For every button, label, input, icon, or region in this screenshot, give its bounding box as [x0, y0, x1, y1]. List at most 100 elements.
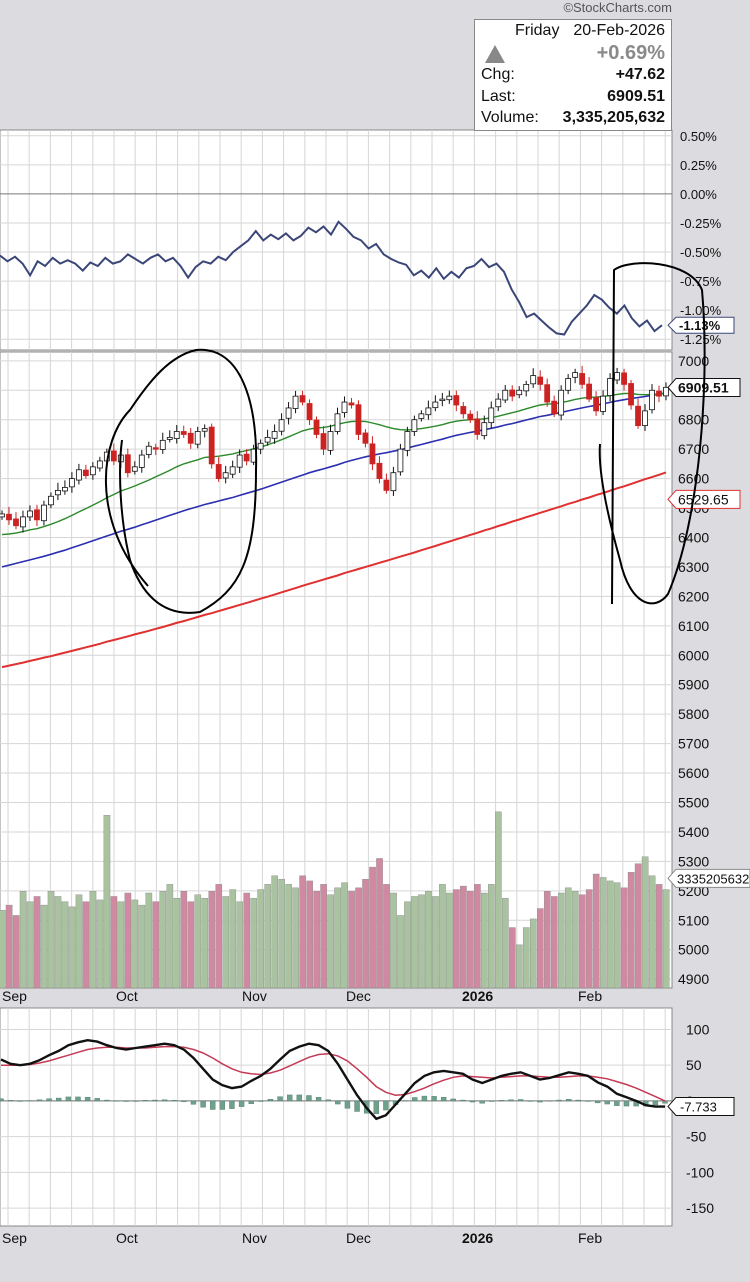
macd-histogram-bar [210, 1100, 216, 1110]
price-y-tick-label: 6200 [678, 588, 709, 604]
macd-x-tick-label: Feb [578, 1230, 602, 1246]
candle-body [460, 406, 467, 415]
macd-x-tick-label: Nov [242, 1230, 267, 1246]
macd-histogram-bar [152, 1099, 158, 1102]
volume-bar [439, 884, 446, 989]
candle-body [656, 390, 662, 397]
candle-body [222, 472, 229, 479]
macd-histogram-bar [190, 1100, 197, 1105]
volume-bar [348, 891, 355, 989]
volume-bar [564, 887, 572, 989]
candle-body [89, 466, 96, 476]
macd-histogram-bar [315, 1097, 322, 1102]
macd-histogram-bar [46, 1098, 52, 1102]
candle-body [607, 378, 613, 396]
relative-performance-line [0, 220, 663, 336]
candle-body [334, 413, 341, 432]
candle-body [159, 439, 166, 450]
volume-bar [117, 901, 125, 989]
macd-histogram-bar [527, 1100, 533, 1102]
volume-bar [557, 892, 565, 989]
candle-body [600, 395, 606, 412]
candle-body [390, 472, 397, 492]
sma-price-tag [667, 489, 741, 509]
volume-bar [187, 901, 195, 989]
candle-body [166, 436, 173, 440]
candle-body [145, 445, 152, 455]
macd-histogram-bar [219, 1100, 226, 1110]
macd-histogram-bar [84, 1097, 91, 1102]
candle-body [41, 504, 47, 522]
candle-body [236, 454, 243, 468]
macd-histogram-bar [296, 1094, 303, 1102]
candle-body [530, 375, 537, 385]
quote-date: 20-Feb-2026 [573, 22, 665, 39]
candle-body [271, 431, 278, 439]
candle-body [642, 410, 648, 427]
volume-bar [54, 896, 62, 989]
chg-value: +47.62 [615, 66, 665, 83]
candle-body [369, 443, 376, 465]
candle-body [488, 407, 495, 424]
macd-histogram-bar [354, 1100, 360, 1112]
macd-histogram-bar [383, 1100, 389, 1111]
macd-histogram-bar [566, 1099, 572, 1102]
candle-body [48, 495, 54, 506]
candle-body [124, 454, 131, 474]
candle-body [404, 431, 411, 451]
relative-y-tick-label: -0.50% [680, 245, 722, 260]
volume-bar [145, 892, 153, 989]
volume-bar [404, 901, 411, 989]
quote-day: Friday [515, 22, 560, 39]
chg-label: Chg: [481, 66, 515, 83]
candle-body [320, 433, 327, 450]
annotation-circle-right [598, 262, 706, 605]
macd-histogram-bar [450, 1098, 456, 1102]
macd-x-tick-label: Dec [346, 1230, 371, 1246]
candle-body [110, 450, 117, 462]
volume-bar [250, 897, 258, 989]
volume-bar [61, 901, 69, 989]
stockcharts-watermark: ©StockCharts.com [563, 0, 672, 15]
volume-bar [40, 904, 48, 989]
volume-bar [12, 915, 20, 989]
last-label: Last: [481, 88, 516, 105]
candle-body [418, 413, 425, 419]
price-x-tick-label: Feb [578, 988, 602, 1004]
volume-bar [641, 856, 649, 989]
macd-line [0, 1038, 665, 1121]
price-y-tick-label: 5600 [678, 765, 709, 781]
candle-body [306, 403, 313, 421]
volume-bar [418, 894, 425, 989]
volume-bar [467, 891, 474, 989]
price-y-tick-label: 6300 [678, 559, 709, 575]
price-y-tick-label: 5500 [678, 795, 709, 811]
volume-bar [89, 891, 97, 989]
candle-body [481, 422, 488, 437]
volume-bar [634, 863, 642, 989]
candle-body [173, 431, 180, 439]
macd-histogram-bar [248, 1100, 254, 1104]
candle-body [138, 454, 145, 468]
volume-bar [627, 872, 635, 989]
volume-bar [229, 889, 237, 989]
macd-y-tick-label: 100 [686, 1021, 710, 1037]
candle-body [502, 389, 509, 401]
candle-body [446, 395, 453, 401]
macd-last-value: -7.733 [680, 1099, 717, 1114]
volume-bar [516, 944, 523, 989]
volume-bar [33, 896, 41, 989]
macd-y-tick-label: 50 [686, 1057, 702, 1073]
candle-body [348, 402, 355, 406]
candle-body [551, 400, 558, 415]
candle-body [68, 478, 75, 488]
volume-bar [543, 891, 551, 989]
candle-body [474, 418, 481, 435]
volume-bar [536, 908, 544, 989]
volume-bar [313, 891, 320, 989]
relative-last-value: -1.13% [679, 318, 721, 333]
candle-body [285, 407, 292, 419]
macd-histogram-bar [306, 1095, 312, 1102]
change-percent: +0.69% [596, 42, 665, 64]
